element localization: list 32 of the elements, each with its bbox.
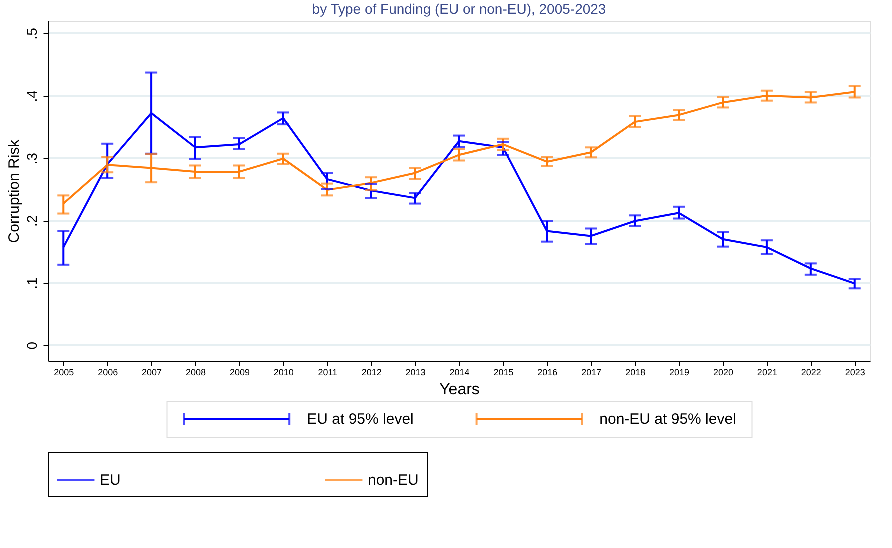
x-tick-label: 2018 xyxy=(626,368,646,378)
x-tick-label: 2022 xyxy=(801,368,822,378)
x-tick-label: 2016 xyxy=(538,368,558,378)
y-tick-label: .2 xyxy=(24,215,40,227)
x-tick-label: 2005 xyxy=(54,368,74,378)
x-tick-label: 2006 xyxy=(98,368,118,378)
y-tick-label: 0 xyxy=(24,342,40,350)
x-tick-label: 2011 xyxy=(318,368,338,378)
x-tick-label: 2021 xyxy=(757,368,778,378)
x-tick-label: 2009 xyxy=(230,368,250,378)
x-tick-label: 2007 xyxy=(142,368,162,378)
x-tick-label: 2012 xyxy=(362,368,382,378)
x-axis-title: Years xyxy=(440,382,480,398)
legend-label: EU xyxy=(100,472,121,489)
y-axis-title: Corruption Risk xyxy=(6,139,23,244)
x-tick-label: 2014 xyxy=(450,368,470,378)
x-tick-label: 2020 xyxy=(713,368,734,378)
x-tick-label: 2017 xyxy=(582,368,602,378)
x-tick-label: 2023 xyxy=(845,368,866,378)
text: non-EU at 95% level xyxy=(600,411,736,428)
x-tick-label: 2019 xyxy=(670,368,690,378)
x-tick-label: 2013 xyxy=(406,368,426,378)
y-tick-label: .1 xyxy=(24,277,40,290)
y-tick-label: .4 xyxy=(24,90,40,102)
text: EU at 95% level xyxy=(307,411,414,428)
y-tick-label: .3 xyxy=(24,152,40,165)
chart-title: by Type of Funding (EU or non-EU), 2005-2023 xyxy=(312,1,606,17)
x-tick-label: 2015 xyxy=(494,368,514,378)
y-tick-label: .5 xyxy=(24,28,40,40)
x-tick-label: 2010 xyxy=(274,368,294,378)
legend-label: non-EU xyxy=(368,472,419,489)
x-tick-label: 2008 xyxy=(186,368,206,378)
